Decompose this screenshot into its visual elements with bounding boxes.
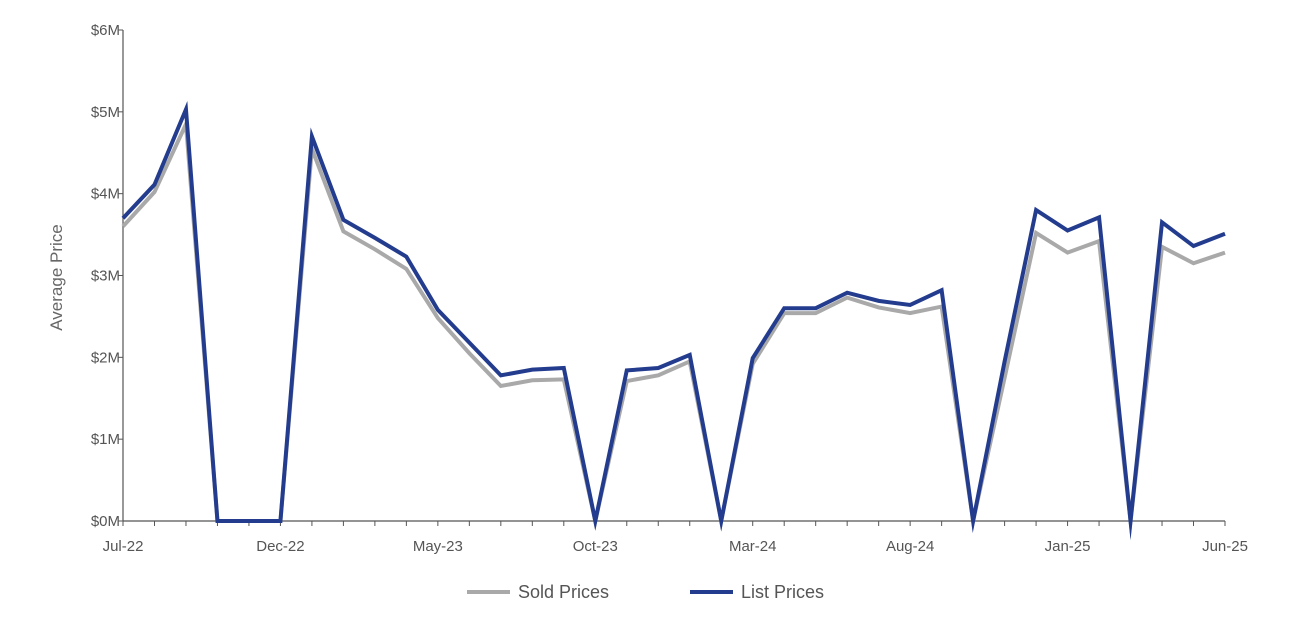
legend-label: Sold Prices — [518, 582, 609, 602]
y-tick-label: $2M — [91, 349, 120, 366]
y-axis-title: Average Price — [47, 224, 66, 330]
series-line-sold-prices — [121, 116, 1226, 539]
legend-label: List Prices — [741, 582, 824, 602]
series-layer — [121, 100, 1226, 541]
x-tick-label: Jul-22 — [103, 538, 144, 555]
series-line-list-prices — [121, 100, 1226, 541]
x-tick-label: Aug-24 — [886, 538, 934, 555]
x-tick-label: Jan-25 — [1045, 538, 1091, 555]
y-tick-label: $0M — [91, 513, 120, 530]
y-axis: $0M $1M $2M $3M $4M $5M $6M — [91, 22, 124, 530]
y-tick-label: $6M — [91, 22, 120, 39]
x-tick-label: Oct-23 — [573, 538, 618, 555]
y-tick-label: $3M — [91, 268, 120, 285]
x-tick-label: Dec-22 — [256, 538, 304, 555]
legend: Sold Prices List Prices — [467, 582, 824, 602]
x-tick-label: Jun-25 — [1202, 538, 1248, 555]
x-tick-label: Mar-24 — [729, 538, 777, 555]
x-tick-label: May-23 — [413, 538, 463, 555]
y-tick-label: $1M — [91, 431, 120, 448]
x-axis: Jul-22 Dec-22 May-23 Oct-23 Mar-24 Aug-24 Jan-… — [103, 520, 1248, 555]
y-tick-label: $4M — [91, 186, 120, 203]
y-tick-label: $5M — [91, 104, 120, 121]
